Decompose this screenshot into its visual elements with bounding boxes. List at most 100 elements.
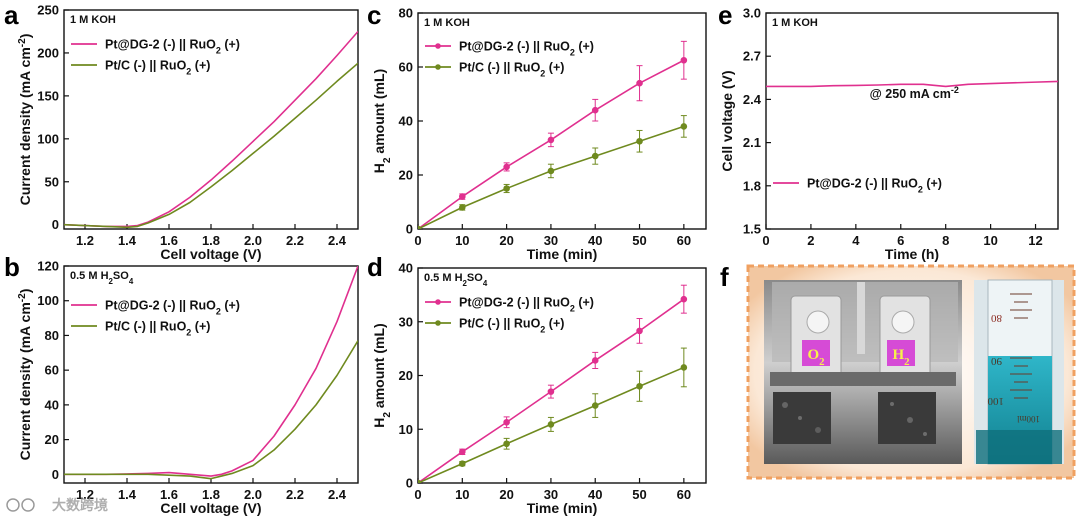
x-tick-label: 20 — [499, 233, 513, 248]
legend-marker — [435, 64, 441, 70]
chart-panel-b: 1.2 1.4 1.6 1.8 2.0 2.2 2.4 0 20 40 60 80 100 120 Cell… — [17, 259, 359, 516]
x-tick-label: 30 — [544, 487, 558, 502]
x-tick-label: 30 — [544, 233, 558, 248]
x-tick-label: 1.4 — [118, 233, 137, 248]
x-tick-label: 10 — [455, 487, 469, 502]
x-tick-label: 2.0 — [244, 233, 262, 248]
x-tick-label: 40 — [588, 233, 602, 248]
data-point — [591, 152, 599, 160]
plot-area — [418, 40, 688, 229]
holder-screw-left — [806, 310, 830, 334]
y-tick-label: 80 — [399, 6, 413, 21]
data-point — [636, 137, 643, 145]
o2-electrode-tag — [802, 340, 830, 366]
watermark: 大数跨境 — [6, 497, 108, 513]
data-point — [503, 418, 510, 426]
condition-label: 0.5 M H2SO4 — [424, 272, 488, 288]
electrode-clamp-bar — [770, 372, 956, 386]
legend-label-pt_dg2: Pt@DG-2 (-) || RuO2 (+) — [105, 38, 240, 56]
y-tick-label: 2.1 — [743, 135, 761, 150]
data-point — [547, 421, 555, 428]
condition-label: 1 M KOH — [70, 14, 116, 26]
data-point — [459, 193, 466, 200]
data-point — [636, 382, 643, 390]
data-point — [547, 167, 555, 175]
data-point — [418, 479, 422, 483]
x-tick-label: 20 — [499, 487, 513, 502]
legend-label-pt_c: Pt/C (-) || RuO2 (+) — [459, 317, 564, 335]
electrolyzer-photo: O2 H2 — [764, 280, 962, 464]
data-point — [459, 204, 466, 211]
x-tick-label: 50 — [632, 233, 646, 248]
plot-frame-e — [765, 12, 1059, 230]
y-tick-label: 1.8 — [743, 178, 761, 193]
x-tick-label: 40 — [588, 487, 602, 502]
panel-label-d: d — [367, 252, 383, 282]
x-tick-label: 1.8 — [202, 233, 220, 248]
electrode-texture — [782, 402, 927, 436]
data-point — [636, 79, 643, 87]
y-tick-label: 20 — [45, 432, 59, 447]
data-point — [503, 163, 510, 171]
x-tick-label: 1.6 — [160, 487, 178, 502]
legend-marker — [435, 320, 441, 326]
x-tick-label: 1.2 — [76, 233, 94, 248]
y-tick-label: 30 — [399, 314, 413, 329]
x-axis-label: Cell voltage (V) — [160, 246, 261, 262]
gas-tube — [857, 282, 865, 354]
x-tick-label: 2.2 — [286, 233, 304, 248]
condition-label: 0.5 M H2SO4 — [70, 270, 134, 286]
y-axis-label: Current density (mA cm-2) — [17, 34, 34, 206]
data-point — [636, 327, 643, 335]
data-point — [459, 448, 466, 456]
data-point — [503, 185, 510, 192]
cylinder-mark-90: 90 — [991, 355, 1003, 367]
data-point — [547, 136, 555, 144]
data-point — [547, 388, 555, 395]
legend-label-pt_c: Pt/C (-) || RuO2 (+) — [459, 61, 564, 79]
legend-label-pt_dg2: Pt@DG-2 (-) || RuO2 (+) — [105, 299, 240, 317]
panel-label-c: c — [367, 0, 381, 30]
y-tick-label: 150 — [37, 88, 59, 103]
plot-area — [64, 30, 358, 229]
y-axis-label: H2 amount (mL) — [371, 69, 393, 173]
x-tick-label: 10 — [983, 233, 997, 248]
annotation: @ 250 mA cm-2 — [870, 85, 959, 101]
series-line-pt_c — [64, 62, 358, 229]
y-tick-label: 0 — [406, 222, 413, 237]
y-tick-label: 0 — [406, 476, 413, 491]
y-tick-label: 60 — [45, 363, 59, 378]
cylinder-scale-ticks — [1010, 293, 1032, 399]
cylinder-photo: 80 90 100 100ml — [974, 279, 1064, 465]
electrode-left — [773, 392, 831, 444]
x-tick-label: 6 — [897, 233, 904, 248]
x-axis-label: Time (min) — [527, 500, 598, 516]
y-tick-label: 120 — [37, 259, 59, 274]
x-tick-label: 60 — [677, 233, 691, 248]
data-point — [680, 56, 688, 64]
condition-label: 1 M KOH — [772, 17, 818, 29]
x-tick-label: 1.4 — [118, 487, 137, 502]
series-line-pt_dg2 — [766, 80, 1058, 88]
panel-label-b: b — [4, 252, 20, 282]
x-tick-label: 4 — [852, 233, 860, 248]
legend-label-pt_dg2: Pt@DG-2 (-) || RuO2 (+) — [459, 40, 594, 58]
x-tick-label: 0 — [762, 233, 769, 248]
legend-label-pt_c: Pt/C (-) || RuO2 (+) — [105, 59, 210, 77]
x-tick-label: 10 — [455, 233, 469, 248]
data-point — [503, 440, 510, 448]
y-axis-label: Current density (mA cm-2) — [17, 289, 34, 461]
electrode-right — [878, 392, 936, 444]
x-tick-label: 60 — [677, 487, 691, 502]
data-point — [680, 295, 688, 303]
y-tick-label: 60 — [399, 60, 413, 75]
x-tick-label: 1.6 — [160, 233, 178, 248]
watermark-text: 大数跨境 — [52, 497, 108, 513]
y-tick-label: 20 — [399, 368, 413, 383]
panel-label-a: a — [4, 0, 19, 30]
series-line-pt_dg2 — [64, 266, 358, 477]
panel-label-f: f — [720, 262, 729, 292]
plot-area — [64, 266, 358, 480]
y-tick-label: 50 — [45, 174, 59, 189]
